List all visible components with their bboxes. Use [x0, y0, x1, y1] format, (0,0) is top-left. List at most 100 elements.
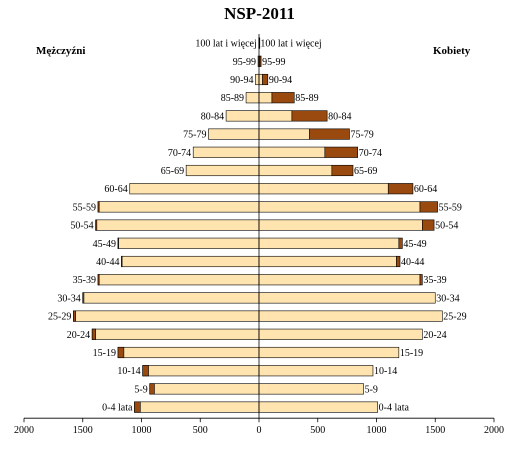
- women-bar-dark: [387, 183, 414, 195]
- men-category-label: 65-69: [161, 166, 184, 177]
- men-bar: [97, 274, 260, 286]
- women-category-label: 60-64: [414, 184, 437, 195]
- men-bar-dark: [95, 219, 98, 231]
- men-bar-dark: [121, 255, 123, 268]
- women-category-label: 95-99: [262, 57, 285, 68]
- women-category-label: 45-49: [403, 239, 426, 250]
- men-bar: [97, 201, 260, 213]
- women-bar: [258, 310, 443, 322]
- men-label: Mężczyźni: [36, 45, 86, 57]
- women-bar-dark: [262, 73, 269, 86]
- women-bar-dark: [396, 255, 401, 268]
- men-bar: [255, 73, 260, 86]
- women-bar: [258, 328, 423, 340]
- x-tick-label: 2000: [14, 425, 34, 436]
- women-bar-dark: [309, 128, 350, 140]
- x-tick-label: 1000: [132, 425, 152, 436]
- men-bar: [142, 365, 260, 377]
- women-category-label: 50-54: [435, 221, 458, 232]
- women-bar: [258, 383, 364, 395]
- women-category-label: 35-39: [423, 275, 446, 286]
- women-bar-dark: [422, 219, 435, 231]
- x-tick-label: 1500: [425, 425, 445, 436]
- men-category-label: 35-39: [73, 275, 96, 286]
- x-tick-label: 0: [257, 425, 262, 436]
- women-bar-dark: [331, 164, 354, 177]
- men-category-label: 5-9: [134, 384, 147, 395]
- men-bar-dark: [97, 201, 100, 213]
- men-category-label: 30-34: [57, 293, 80, 304]
- men-category-label: 100 lat i więcej: [195, 39, 256, 50]
- women-bar-dark: [271, 92, 295, 104]
- men-category-label: 80-84: [201, 111, 224, 122]
- chart-title: NSP-2011: [224, 4, 295, 23]
- men-bar: [117, 237, 260, 249]
- men-category-label: 85-89: [221, 93, 244, 104]
- women-bar: [258, 219, 423, 231]
- women-category-label: 65-69: [354, 166, 377, 177]
- women-bar: [258, 237, 400, 249]
- women-category-label: 0-4 lata: [379, 403, 410, 414]
- men-bar: [225, 110, 260, 122]
- women-bar-dark: [291, 110, 328, 122]
- women-bar: [258, 365, 374, 377]
- women-bar-dark: [419, 274, 423, 286]
- x-tick-label: 500: [310, 425, 325, 436]
- men-category-label: 25-29: [48, 312, 71, 323]
- men-bar: [121, 255, 260, 268]
- men-category-label: 20-24: [67, 330, 90, 341]
- men-category-label: 75-79: [183, 130, 206, 141]
- women-category-label: 90-94: [269, 75, 292, 86]
- women-bar: [258, 92, 273, 104]
- women-category-label: 20-24: [423, 330, 446, 341]
- men-bar: [134, 401, 260, 413]
- women-category-label: 40-44: [401, 257, 424, 268]
- men-bar-dark: [97, 274, 100, 286]
- men-bar: [192, 146, 260, 158]
- men-category-label: 55-59: [73, 202, 96, 213]
- men-bar: [95, 219, 260, 231]
- x-tick-label: 1500: [73, 425, 93, 436]
- women-bar-dark: [419, 201, 438, 213]
- women-bar: [258, 183, 389, 195]
- women-label: Kobiety: [433, 45, 471, 57]
- men-category-label: 90-94: [230, 75, 253, 86]
- men-bar: [91, 328, 260, 340]
- women-bar: [258, 110, 293, 122]
- women-bar: [258, 274, 421, 286]
- women-bar: [258, 73, 263, 86]
- women-bar: [258, 146, 326, 158]
- men-category-label: 60-64: [104, 184, 127, 195]
- men-bar: [208, 128, 260, 140]
- women-bar: [258, 201, 421, 213]
- men-bar-dark: [134, 401, 141, 413]
- men-bar: [73, 310, 260, 322]
- women-bar: [258, 346, 400, 359]
- men-category-label: 95-99: [233, 57, 256, 68]
- x-tick-label: 1000: [367, 425, 387, 436]
- women-category-label: 15-19: [400, 348, 423, 359]
- men-bar: [129, 183, 260, 195]
- women-bar-dark: [259, 55, 262, 67]
- men-bar-dark: [82, 292, 85, 304]
- women-bar: [258, 128, 310, 140]
- men-bar: [117, 346, 260, 359]
- women-bar: [258, 164, 333, 177]
- men-bar-dark: [117, 237, 119, 249]
- women-bar-dark: [398, 237, 403, 249]
- men-category-label: 15-19: [93, 348, 116, 359]
- men-bar-dark: [73, 310, 76, 322]
- women-category-label: 85-89: [295, 93, 318, 104]
- women-category-label: 70-74: [359, 148, 382, 159]
- men-bar: [149, 383, 260, 395]
- women-category-label: 80-84: [328, 111, 351, 122]
- women-category-label: 5-9: [365, 384, 378, 395]
- men-bar-dark: [117, 346, 125, 359]
- women-bar: [258, 255, 397, 268]
- women-category-label: 75-79: [350, 130, 373, 141]
- women-bar-dark: [324, 146, 358, 158]
- women-category-label: 30-34: [436, 293, 459, 304]
- men-bar-dark: [142, 365, 149, 377]
